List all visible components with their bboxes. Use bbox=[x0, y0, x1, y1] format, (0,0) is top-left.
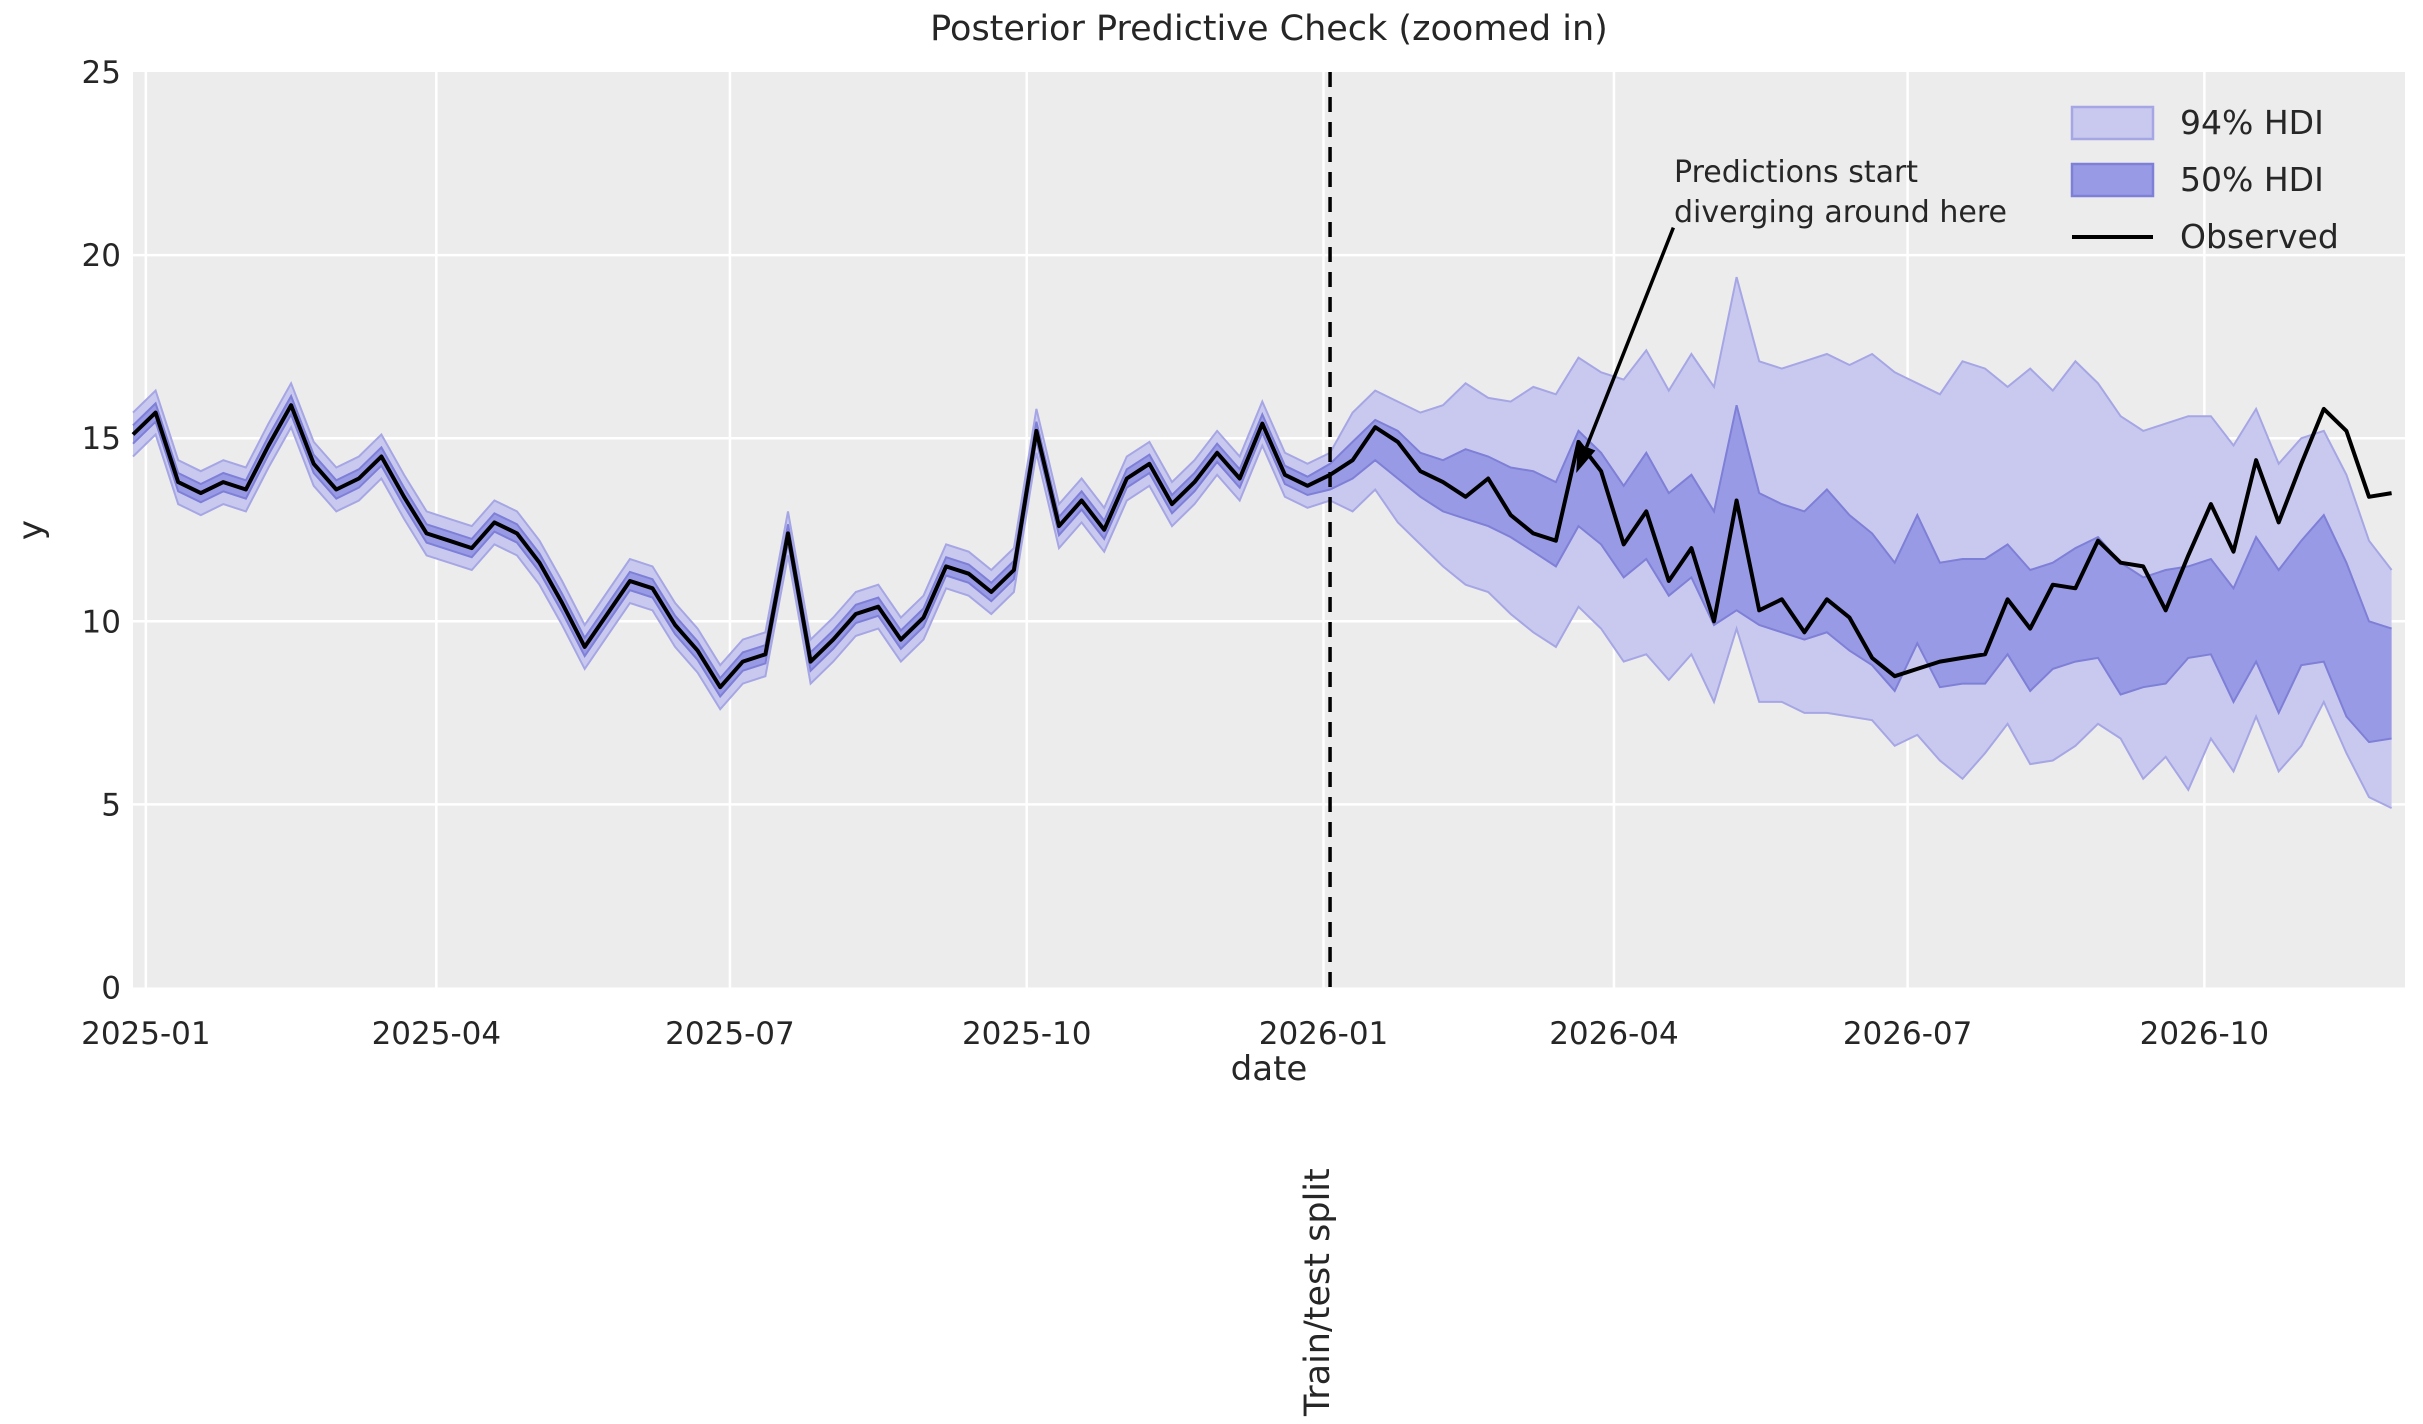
hdi-94-band-lower-edge bbox=[132, 424, 2393, 809]
plot-area: 2025-01 2025-04 2025-07 2025-10 2026-01 2026-… bbox=[81, 55, 2405, 1052]
observed-line bbox=[131, 403, 2392, 690]
annotation-arrow-shaft bbox=[1584, 226, 1675, 448]
y-tick-label: 10 bbox=[82, 604, 121, 640]
x-tick-label: 2025-04 bbox=[372, 1016, 502, 1052]
x-tick-label: 2025-07 bbox=[665, 1016, 795, 1052]
y-axis-label: y bbox=[11, 520, 51, 540]
hdi-50-band bbox=[133, 396, 2392, 743]
legend-label: 50% HDI bbox=[2180, 160, 2324, 199]
x-tick-label: 2026-10 bbox=[2140, 1016, 2270, 1052]
y-tick-label: 25 bbox=[82, 55, 121, 91]
hdi-50-band-upper-edge bbox=[132, 393, 2392, 680]
x-tick-label: 2026-01 bbox=[1259, 1016, 1389, 1052]
x-tick-label: 2025-01 bbox=[81, 1016, 211, 1052]
x-tick-label: 2025-10 bbox=[962, 1016, 1092, 1052]
x-axis-label: date bbox=[1231, 1049, 1308, 1089]
legend-swatch-94-hdi bbox=[2070, 105, 2155, 141]
x-tick-label: 2026-07 bbox=[1843, 1016, 1973, 1052]
x-tick-label: 2026-04 bbox=[1549, 1016, 1679, 1052]
hdi-94-band-upper-edge bbox=[132, 276, 2393, 667]
y-tick-label: 15 bbox=[82, 421, 121, 457]
annotation-line-1: Predictions start bbox=[1674, 155, 1918, 190]
chart-title: Posterior Predictive Check (zoomed in) bbox=[930, 9, 1608, 49]
legend-swatch-50-hdi bbox=[2070, 162, 2155, 198]
y-tick-label: 5 bbox=[101, 787, 121, 823]
y-tick-label: 20 bbox=[82, 238, 121, 274]
split-line-label: Train/test split bbox=[1298, 1168, 1338, 1417]
hdi-50-band-lower-edge bbox=[132, 412, 2392, 744]
legend-label: Observed bbox=[2180, 217, 2339, 256]
hdi-94-band bbox=[133, 277, 2392, 809]
annotation-line-2: diverging around here bbox=[1674, 195, 2007, 230]
y-tick-label: 0 bbox=[101, 971, 121, 1007]
annotation-arrow-head bbox=[1576, 443, 1596, 473]
legend-label: 94% HDI bbox=[2180, 103, 2324, 142]
